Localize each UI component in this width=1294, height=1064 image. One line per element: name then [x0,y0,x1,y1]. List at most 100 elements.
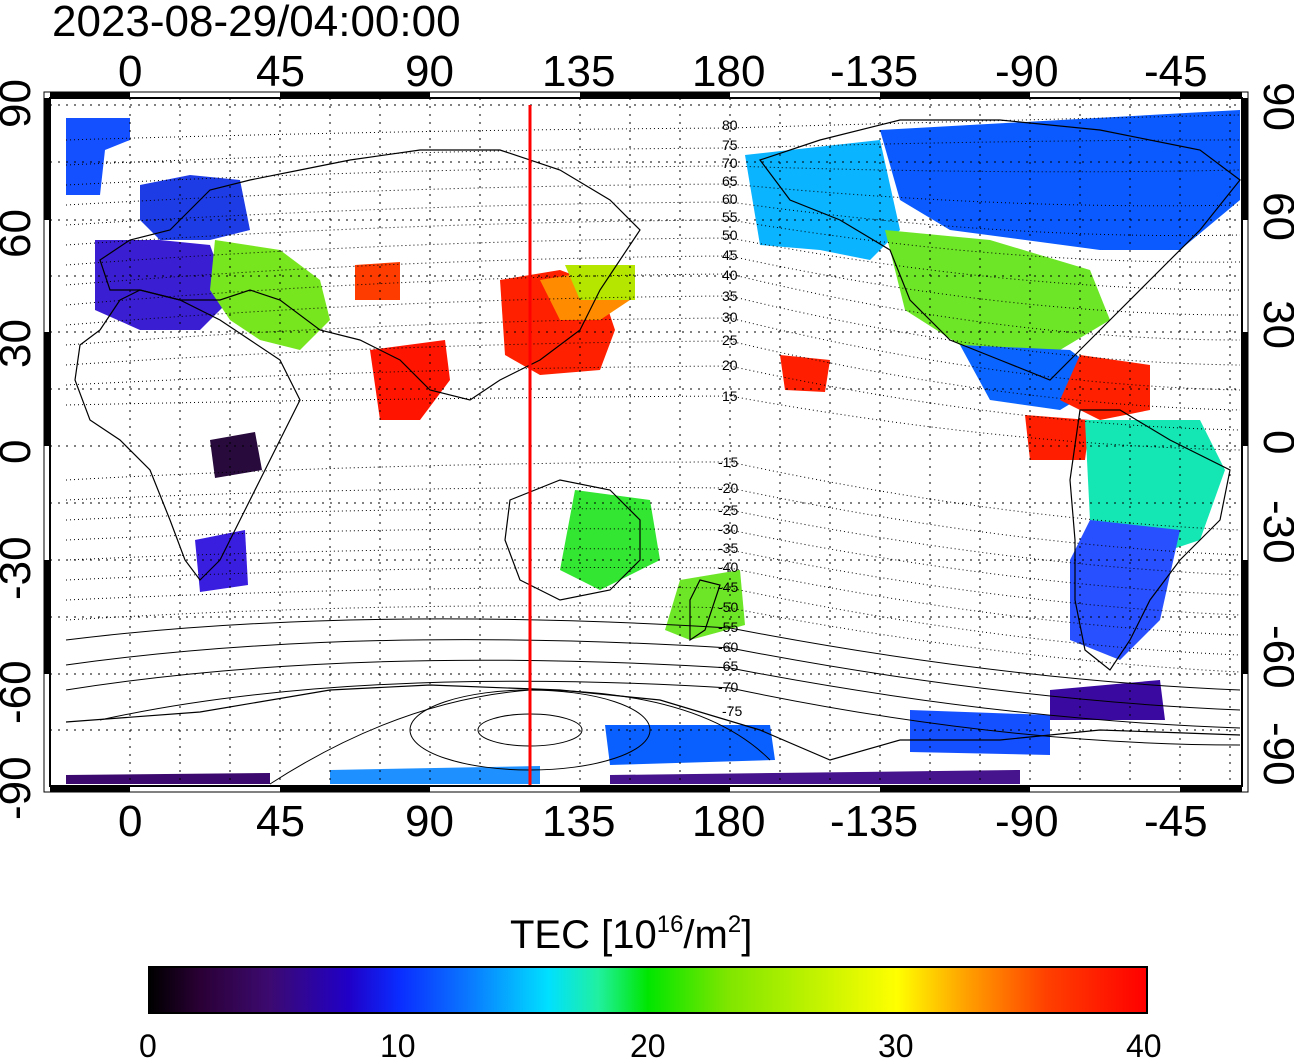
colorbar-title-unit: /m [683,913,728,957]
tec-region-antarctic-band-center [330,766,540,784]
tec-region-africa-dark [210,432,262,478]
map-frame [43,91,1249,793]
frame-bar-right-1 [1242,98,1248,220]
frame-bar-left-3 [44,560,50,674]
colorbar-title-exponent: 16 [656,911,684,938]
tec-region-south-asia-hot [355,262,400,300]
coastline-africa [74,289,301,581]
contour-label-80: 80 [722,117,738,133]
frame-bar-top-3 [580,92,730,98]
coastline-north-america [759,119,1241,381]
frame-scale-bars [44,92,1248,792]
lon-tick-bottom-135: 135 [542,797,616,846]
contour-label-35: 35 [722,288,738,304]
contour-label-45: 45 [722,247,738,263]
colorbar-tick-20: 20 [630,1028,666,1064]
lon-tick-bottom-45: 45 [256,797,305,846]
colorbar-title: TEC [1016/m2] [510,905,752,955]
frame-bar-bottom-2 [280,786,430,792]
tec-region-caribbean [1060,355,1150,420]
lon-tick-top-minus135: -135 [830,47,919,96]
timestamp: 2023-08-29/04:00:00 [52,0,461,46]
mlat-contour-minus25 [65,508,1241,576]
mlat-contour-80 [65,114,1241,141]
lon-tick-top-90: 90 [405,47,454,96]
tec-region-new-zealand [665,570,745,640]
colorbar-tick-10: 10 [380,1028,416,1064]
mlat-contour-minus20 [65,487,1241,556]
mlat-contour-minus55 [65,618,1241,691]
lon-tick-bottom-minus45: -45 [1144,797,1208,846]
contour-label-minus60: -60 [718,639,738,655]
contour-label-minus40: -40 [718,559,738,575]
tec-region-antarctic-east [910,710,1050,755]
lon-tick-bottom-90: 90 [405,797,454,846]
frame-bar-left-1 [44,98,50,220]
lon-tick-top-0: 0 [118,47,143,96]
frame-bar-left-2 [44,332,50,446]
frame-bar-bottom-1 [50,786,130,792]
lon-tick-bottom-minus90: -90 [995,797,1059,846]
mlat-contour-minus60 [65,639,1241,711]
mlat-contour-minus50 [65,605,1241,673]
coastline-south-america [1069,409,1231,671]
contour-label-minus75: -75 [722,703,742,719]
tec-region-south-america-south [1070,520,1180,660]
colorbar-title-main: TEC [10 [510,913,657,957]
tec-region-central-asia [210,240,330,350]
mlat-contour-minus30 [65,528,1241,596]
contour-label-40: 40 [722,267,738,283]
contour-label-minus50: -50 [718,599,738,615]
lon-tick-top-minus45: -45 [1144,47,1208,96]
mlat-contour-minus35 [65,548,1241,616]
lon-tick-bottom-0: 0 [118,797,143,846]
colorbar-tick-0: 0 [139,1028,157,1064]
lon-tick-bottom-180: 180 [692,797,766,846]
contour-label-30: 30 [722,309,738,325]
contour-label-15: 15 [722,388,738,404]
lon-tick-top-45: 45 [256,47,305,96]
tec-region-south-africa [195,530,248,592]
contour-label-25: 25 [722,332,738,348]
contour-label-minus65: -65 [718,658,738,674]
tec-region-australia [560,490,660,590]
contour-label-20: 20 [722,357,738,373]
mlat-contour-minus40 [65,567,1241,636]
tec-region-antarctic-band-east [610,770,1020,784]
frame-bar-bottom-4 [880,786,1030,792]
tec-region-antarctic-peninsula [1050,680,1165,720]
tec-region-india [370,340,450,420]
tec-region-north-pacific-west [565,265,635,300]
colorbar-tick-40: 40 [1126,1028,1162,1064]
tec-region-antarctic-pacific [605,725,775,765]
coastlines [65,119,1241,761]
frame-bar-top-1 [50,92,130,98]
mlat-contour-25 [65,340,1241,411]
colorbar-title-exponent-2: 2 [727,911,742,938]
frame-bar-top-4 [880,92,1030,98]
tec-region-canada [880,110,1240,250]
tec-region-europe [95,240,230,330]
tec-region-hawaii [780,355,830,392]
lon-tick-top-135: 135 [542,47,616,96]
tec-region-north-atlantic [66,118,130,195]
frame-bar-bottom-5 [1180,786,1242,792]
tec-region-central-america [1025,415,1090,460]
contour-label-55: 55 [722,209,738,225]
contour-label-minus70: -70 [718,679,738,695]
coastline-new-zealand [689,579,721,642]
tec-region-scandinavia [140,175,250,240]
contour-label-minus15: -15 [718,454,738,470]
mlat-contour-15 [65,395,1241,451]
coastline-antarctica [65,684,1241,761]
graticule [50,98,1242,786]
mlat-contour-minus45 [65,587,1241,656]
frame-bar-top-5 [1180,92,1242,98]
contour-label-75: 75 [722,137,738,153]
contour-label-minus35: -35 [718,540,738,556]
tec-region-alaska [745,140,900,260]
colorbar-title-close: ] [741,913,753,957]
mlat-contour-minus70 [99,680,1241,746]
contour-label-minus45: -45 [718,579,738,595]
lon-tick-bottom-minus135: -135 [830,797,919,846]
